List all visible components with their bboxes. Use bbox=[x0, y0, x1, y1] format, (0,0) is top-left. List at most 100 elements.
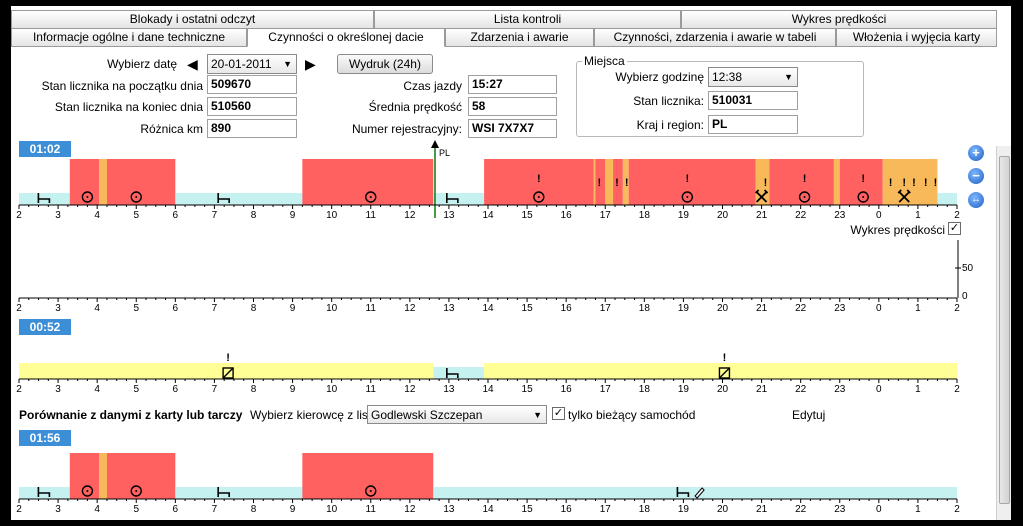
only-vehicle-label: tylko bieżący samochód bbox=[568, 408, 696, 422]
axis-tick-label: 20 bbox=[717, 384, 729, 395]
avg-speed-field: 58 bbox=[468, 97, 557, 116]
odo-start-label: Stan licznika na początku dnia bbox=[41, 79, 203, 93]
diff-km-field: 890 bbox=[207, 119, 297, 138]
axis-tick-label: 10 bbox=[326, 303, 338, 314]
axis-tick-label: 18 bbox=[639, 504, 651, 515]
axis-tick-label: 10 bbox=[326, 384, 338, 395]
date-select[interactable]: 20-01-2011 ▼ bbox=[207, 54, 297, 74]
tab-locks[interactable]: Blokady i ostatni odczyt bbox=[11, 10, 374, 29]
country-field: PL bbox=[708, 115, 798, 134]
hour-select[interactable]: 12:38 ▼ bbox=[708, 67, 798, 87]
speed-chart-checkbox[interactable]: ✓ bbox=[948, 222, 961, 235]
axis-tick-label: 4 bbox=[94, 384, 100, 395]
axis-tick-label: 2 bbox=[16, 384, 22, 395]
driving-clock-icon bbox=[798, 191, 811, 203]
scrollbar-thumb[interactable] bbox=[999, 156, 1010, 504]
activity-chart-2[interactable]: !! 2 3 4 5 6 7 8 9 10 11 12 13 14 15 16 17 18 19 20 21 22 23 0… bbox=[11, 346, 971, 401]
places-groupbox bbox=[576, 61, 864, 137]
axis-tick-label: 2 bbox=[16, 210, 22, 218]
tab-general-info[interactable]: Informacje ogólne i dane techniczne bbox=[11, 28, 247, 47]
rest-bed-icon bbox=[37, 193, 51, 203]
driving-clock-icon bbox=[686, 196, 689, 198]
availability-icon bbox=[222, 367, 234, 379]
axis-tick-label: 17 bbox=[600, 303, 612, 314]
warning-exclamation-icon: ! bbox=[889, 177, 893, 189]
tab-speed-chart[interactable]: Wykres prędkości bbox=[681, 10, 997, 29]
zoom-in-icon[interactable]: + bbox=[968, 145, 984, 161]
axis-tick-label: 19 bbox=[678, 504, 690, 515]
axis-tick-label: 18 bbox=[639, 384, 651, 395]
driving-clock-icon bbox=[135, 490, 138, 492]
diff-km-label: Różnica km bbox=[140, 122, 203, 136]
activity-chart-1[interactable]: !!!!!!!!!!!!! PL 2 3 4 5 6 7 8 9 10 11 12 13 14 15 16 1… bbox=[11, 138, 971, 218]
tab-row-top: Blokady i ostatni odczyt Lista kontroli … bbox=[11, 10, 997, 29]
driving-clock-icon bbox=[81, 485, 94, 497]
driver-select[interactable]: Godlewski Szczepan ▼ bbox=[367, 405, 547, 424]
tab-events[interactable]: Zdarzenia i awarie bbox=[445, 28, 594, 47]
axis-tick-label: 7 bbox=[212, 210, 218, 218]
hour-label: Wybierz godzinę bbox=[615, 70, 704, 84]
driving-clock-icon bbox=[862, 196, 865, 198]
country-label: Kraj i region: bbox=[636, 118, 704, 132]
vertical-scrollbar[interactable] bbox=[996, 146, 1011, 520]
chevron-down-icon: ▼ bbox=[784, 72, 793, 82]
tab-activities-table[interactable]: Czynności, zdarzenia i awarie w tabeli bbox=[594, 28, 836, 47]
warning-exclamation-icon: ! bbox=[615, 177, 619, 189]
only-vehicle-checkbox[interactable]: ✓ bbox=[552, 407, 565, 420]
axis-tick-label: 12 bbox=[404, 210, 416, 218]
axis-tick-label: 17 bbox=[600, 384, 612, 395]
axis-tick-label: 22 bbox=[795, 504, 807, 515]
chart2-time-badge: 00:52 bbox=[19, 319, 71, 335]
axis-tick-label: 8 bbox=[251, 504, 257, 515]
tab-card-insertions[interactable]: Włożenia i wyjęcia karty bbox=[836, 28, 997, 47]
triangle-right-icon[interactable]: ▶ bbox=[305, 56, 316, 72]
segment-work bbox=[593, 159, 596, 205]
drive-time-label: Czas jazdy bbox=[403, 79, 462, 93]
place-odo-field: 510031 bbox=[708, 91, 798, 110]
axis-tick-label: 13 bbox=[443, 384, 455, 395]
hour-value: 12:38 bbox=[712, 70, 743, 84]
segment-work bbox=[99, 159, 107, 205]
place-odo-label: Stan licznika: bbox=[633, 94, 704, 108]
activity-chart-3[interactable]: 2 3 4 5 6 7 8 9 10 11 12 13 14 15 16 17 18 19 20 21 22 23 0 1 2 bbox=[11, 446, 971, 520]
segment-driving bbox=[769, 159, 834, 205]
compare-title: Porównanie z danymi z karty lub tarczy bbox=[19, 408, 243, 422]
print-24h-button[interactable]: Wydruk (24h) bbox=[337, 54, 433, 74]
zoom-out-icon[interactable]: − bbox=[968, 168, 984, 184]
axis-tick-label: 2 bbox=[954, 210, 960, 218]
edit-link[interactable]: Edytuj bbox=[792, 408, 826, 422]
availability-icon bbox=[718, 367, 731, 379]
triangle-left-icon[interactable]: ◀ bbox=[187, 56, 198, 72]
axis-tick-label: 16 bbox=[561, 210, 573, 218]
axis-tick-label: 8 bbox=[251, 303, 257, 314]
segment-driving bbox=[69, 453, 100, 499]
driver-label: Wybierz kierowcę z listy: bbox=[250, 408, 381, 422]
axis-tick-label: 2 bbox=[954, 303, 960, 314]
axis-tick-label: 2 bbox=[16, 303, 22, 314]
work-hammer-icon bbox=[897, 189, 911, 203]
axis-tick-label: 15 bbox=[522, 504, 534, 515]
fit-icon[interactable]: ↔ bbox=[968, 192, 984, 208]
axis-tick-label: 21 bbox=[756, 303, 768, 314]
axis-tick-label: 9 bbox=[290, 210, 296, 218]
tab-checklist[interactable]: Lista kontroli bbox=[374, 10, 681, 29]
segment-rest bbox=[433, 193, 485, 205]
axis-tick-label: 11 bbox=[366, 210, 377, 218]
segment-rest bbox=[175, 487, 303, 499]
axis-tick-label: 3 bbox=[55, 504, 61, 515]
tab-activities-date[interactable]: Czynności o określonej dacie bbox=[247, 28, 445, 47]
axis-tick-label: 3 bbox=[55, 303, 61, 314]
axis-tick-label: 19 bbox=[678, 210, 690, 218]
axis-tick-label: 8 bbox=[251, 210, 257, 218]
axis-tick-label: 17 bbox=[600, 504, 612, 515]
axis-tick-label: 0 bbox=[876, 504, 882, 515]
speed-chart-label: Wykres prędkości bbox=[850, 223, 945, 237]
driving-clock-icon bbox=[369, 490, 372, 492]
marker-arrow-icon bbox=[431, 140, 439, 148]
axis-tick-label: 15 bbox=[522, 384, 534, 395]
axis-tick-label: 10 bbox=[326, 210, 338, 218]
driving-clock-icon bbox=[365, 485, 377, 497]
axis-tick-label: 23 bbox=[834, 303, 846, 314]
places-title: Miejsca bbox=[582, 54, 627, 68]
